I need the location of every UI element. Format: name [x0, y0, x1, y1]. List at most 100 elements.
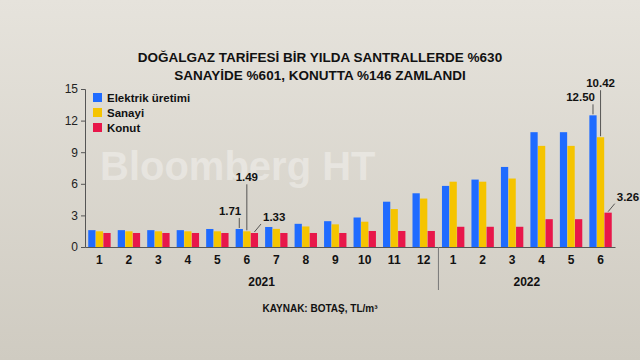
- x-tick-label: 8: [302, 253, 309, 267]
- bar: [442, 186, 449, 247]
- bar: [184, 231, 191, 247]
- bar: [538, 146, 545, 247]
- bar: [273, 229, 280, 247]
- bar: [597, 137, 604, 247]
- x-tick: 11: [388, 253, 401, 267]
- y-tick-label: 9: [71, 146, 78, 160]
- x-tick: 5: [214, 253, 221, 267]
- x-tick: 8: [302, 253, 309, 267]
- bar: [428, 231, 435, 247]
- y-tick: 9: [71, 146, 85, 160]
- data-label: 1.71: [219, 205, 242, 217]
- bar: [88, 230, 95, 247]
- bar: [103, 233, 110, 247]
- x-tick: 5: [568, 253, 575, 267]
- bar: [398, 231, 405, 247]
- x-tick-label: 1: [450, 253, 457, 267]
- bar: [450, 182, 457, 247]
- bar: [530, 132, 537, 247]
- x-tick-label: 2: [479, 253, 486, 267]
- x-tick: 6: [597, 253, 604, 267]
- background: [0, 0, 640, 360]
- x-tick-label: 4: [538, 253, 545, 267]
- x-tick: 1: [450, 253, 457, 267]
- x-tick-label: 10: [358, 253, 372, 267]
- x-tick-label: 3: [509, 253, 516, 267]
- x-tick: 3: [509, 253, 516, 267]
- y-tick: 6: [71, 177, 85, 191]
- data-labels: 1.7112.501.4910.421.333.26: [219, 77, 639, 232]
- x-tick-label: 11: [388, 253, 401, 267]
- x-tick: 6: [243, 253, 250, 267]
- bar: [332, 224, 339, 247]
- bar: [125, 231, 132, 247]
- x-group-label: 2022: [514, 275, 541, 289]
- data-label: 12.50: [566, 91, 595, 103]
- y-tick: 0: [71, 240, 85, 254]
- y-tick-mark: [81, 89, 85, 90]
- bar: [310, 233, 317, 247]
- bar: [214, 231, 221, 247]
- bar: [479, 182, 486, 247]
- y-tick: 15: [65, 82, 85, 96]
- x-tick: 9: [332, 253, 339, 267]
- bar: [471, 180, 478, 247]
- x-tick-label: 5: [214, 253, 221, 267]
- bar: [206, 229, 213, 247]
- bar: [118, 230, 125, 247]
- x-tick-label: 1: [96, 253, 103, 267]
- series-bars: [96, 137, 604, 247]
- leader-line: [246, 184, 247, 230]
- bar: [96, 231, 103, 247]
- x-tick: 4: [185, 253, 192, 267]
- legend-swatch: [93, 123, 102, 132]
- leader-line: [600, 90, 601, 136]
- y-tick-label: 15: [65, 82, 79, 96]
- x-axis-line: [86, 247, 616, 248]
- y-tick-label: 12: [65, 114, 79, 128]
- bar: [383, 202, 390, 247]
- y-tick-mark: [81, 247, 85, 248]
- watermark: Bloomberg HT: [100, 144, 376, 188]
- y-tick-mark: [81, 215, 85, 216]
- bar: [302, 226, 309, 247]
- bar: [162, 233, 169, 247]
- data-label: 1.49: [236, 171, 258, 183]
- y-tick-label: 0: [71, 240, 78, 254]
- bar: [604, 213, 611, 247]
- x-tick-label: 3: [155, 253, 162, 267]
- x-tick: 10: [358, 253, 372, 267]
- bar: [589, 115, 596, 247]
- legend-label: Konut: [107, 122, 140, 134]
- x-group-label: 2021: [248, 275, 275, 289]
- x-tick: 4: [538, 253, 545, 267]
- series-bars: [88, 115, 596, 247]
- bar: [324, 221, 331, 247]
- y-tick: 3: [71, 209, 85, 223]
- data-label: 10.42: [586, 77, 615, 89]
- bar: [457, 227, 464, 247]
- bar: [516, 227, 523, 247]
- bar: [361, 222, 368, 247]
- y-tick-label: 3: [71, 209, 78, 223]
- y-axis: 0 3 6 9 12 15: [65, 82, 86, 254]
- bar: [567, 146, 574, 247]
- bar: [236, 229, 243, 247]
- bar: [265, 227, 272, 247]
- leader-line: [239, 218, 240, 228]
- bar: [369, 231, 376, 247]
- x-tick-label: 6: [597, 253, 604, 267]
- bar: [546, 219, 553, 247]
- bar: [354, 218, 361, 247]
- data-label: 1.33: [263, 211, 285, 223]
- leader-line: [254, 224, 261, 232]
- leader-line: [592, 104, 593, 114]
- legend-label: Elektrik üretimi: [107, 92, 190, 104]
- bar: [133, 233, 140, 247]
- bar: [155, 231, 162, 247]
- x-tick-label: 4: [185, 253, 192, 267]
- y-tick-label: 6: [71, 177, 78, 191]
- chart: DOĞALGAZ TARİFESİ BİR YILDA SANTRALLERDE…: [0, 0, 640, 360]
- x-tick: 2: [479, 253, 486, 267]
- bar: [295, 224, 302, 247]
